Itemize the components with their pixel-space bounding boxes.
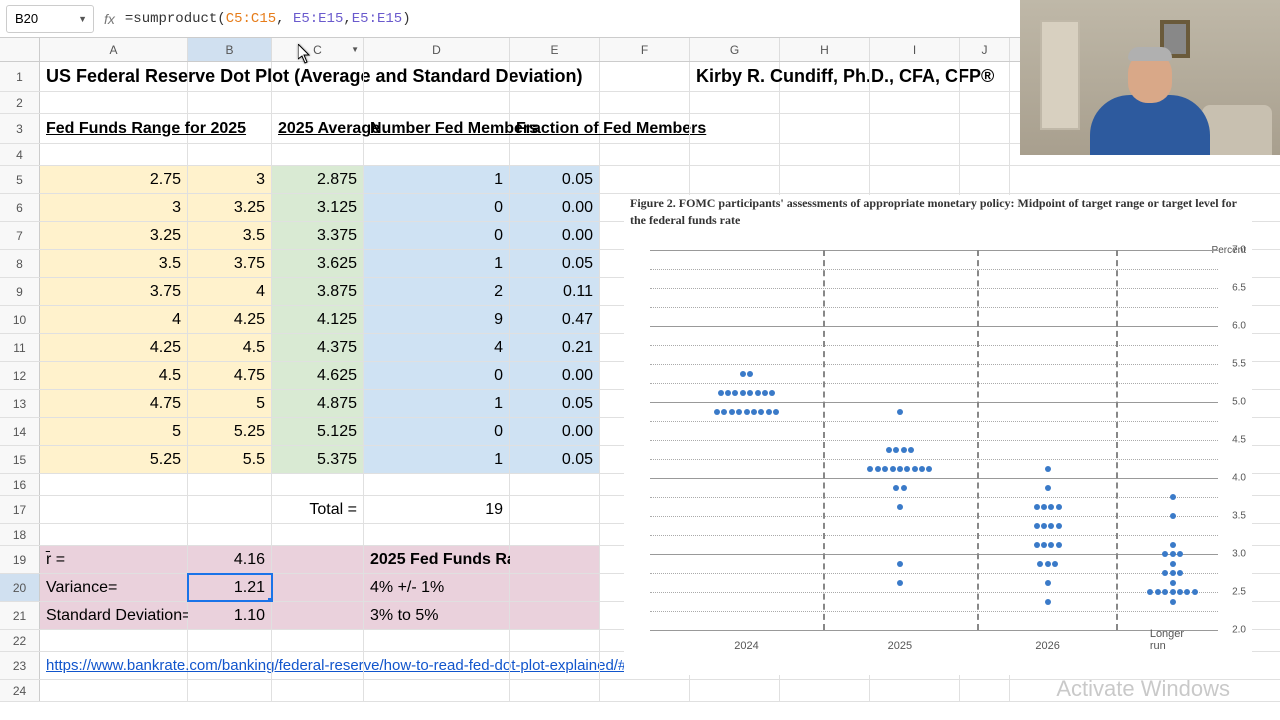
col-header-A[interactable]: A [40,38,188,61]
cell[interactable]: 5 [40,418,188,445]
col-header-D[interactable]: D [364,38,510,61]
cell[interactable]: 3.875 [272,278,364,305]
webcam-overlay [1020,0,1280,155]
cell[interactable]: 5.25 [188,418,272,445]
cell[interactable]: 3.5 [188,222,272,249]
cell[interactable]: 4.125 [272,306,364,333]
cell[interactable]: 4.5 [188,334,272,361]
cell[interactable]: 4.625 [272,362,364,389]
chevron-down-icon[interactable]: ▼ [351,38,359,62]
range-label[interactable]: 2025 Fed Funds Rate Range [364,546,510,573]
cell[interactable]: 3 [188,166,272,193]
select-all-corner[interactable] [0,38,40,61]
cell[interactable]: 0 [364,222,510,249]
cell[interactable]: 1 [364,390,510,417]
cell[interactable]: 5.25 [40,446,188,473]
cell[interactable]: 0.11 [510,278,600,305]
row-header[interactable]: 1 [0,62,40,91]
rbar-value[interactable]: 4.16 [188,546,272,573]
cell[interactable]: 1 [364,446,510,473]
col-header-J[interactable]: J [960,38,1010,61]
variance-label[interactable]: Variance= [40,574,188,601]
cell[interactable]: 9 [364,306,510,333]
cell[interactable]: 0.00 [510,418,600,445]
cell[interactable]: 0 [364,362,510,389]
cell[interactable]: 3.75 [40,278,188,305]
cell[interactable]: 0.05 [510,250,600,277]
cell-reference-box[interactable]: B20 ▼ [6,5,94,33]
cell[interactable]: 5 [188,390,272,417]
chart-title: Figure 2. FOMC participants' assessments… [624,195,1252,229]
cell[interactable]: 0.05 [510,166,600,193]
cell[interactable]: 4.25 [40,334,188,361]
cell[interactable]: 3.625 [272,250,364,277]
cell[interactable]: 0.47 [510,306,600,333]
total-value[interactable]: 19 [364,496,510,523]
cell[interactable]: 4 [364,334,510,361]
cell[interactable]: 3.25 [40,222,188,249]
cell-reference: B20 [15,11,38,26]
rbar-label[interactable]: r̄ = [40,546,188,573]
col-header-F[interactable]: F [600,38,690,61]
cell[interactable]: 4 [188,278,272,305]
cell[interactable]: 3 [40,194,188,221]
header-members[interactable]: Number Fed Members [364,114,510,143]
cell[interactable]: 4.5 [40,362,188,389]
cell[interactable]: 2 [364,278,510,305]
fomc-dot-plot-chart: Figure 2. FOMC participants' assessments… [624,195,1252,675]
cell[interactable]: 3.375 [272,222,364,249]
cell[interactable]: 3.125 [272,194,364,221]
cell[interactable]: 2.75 [40,166,188,193]
cell[interactable]: 5.125 [272,418,364,445]
variance-range[interactable]: 4% +/- 1% [364,574,510,601]
col-header-B[interactable]: B [188,38,272,61]
header-range[interactable]: Fed Funds Range for 2025 [40,114,188,143]
cell[interactable]: 3.25 [188,194,272,221]
col-header-I[interactable]: I [870,38,960,61]
table-row: 52.7532.87510.05 [0,166,1280,194]
col-header-E[interactable]: E [510,38,600,61]
col-header-C[interactable]: C▼ [272,38,364,61]
cell[interactable]: 0.21 [510,334,600,361]
cell[interactable]: 4.25 [188,306,272,333]
mouse-cursor-icon [298,44,312,64]
cell[interactable]: 0.00 [510,222,600,249]
cell-author[interactable]: Kirby R. Cundiff, Ph.D., CFA, CFP® [690,62,780,91]
cell-title[interactable]: US Federal Reserve Dot Plot (Average and… [40,62,188,91]
col-header-H[interactable]: H [780,38,870,61]
cell[interactable]: 3.5 [40,250,188,277]
cell[interactable]: 2.875 [272,166,364,193]
header-fraction[interactable]: Fraction of Fed Members [510,114,600,143]
link-cell[interactable]: https://www.bankrate.com/banking/federal… [40,652,188,679]
col-header-G[interactable]: G [690,38,780,61]
cell[interactable]: 0.00 [510,362,600,389]
cell[interactable]: 5.375 [272,446,364,473]
cell[interactable]: 4 [40,306,188,333]
total-label[interactable]: Total = [272,496,364,523]
cell[interactable]: 3.75 [188,250,272,277]
cell[interactable]: 1 [364,250,510,277]
cell[interactable]: 4.875 [272,390,364,417]
header-average[interactable]: 2025 Average [272,114,364,143]
sd-label[interactable]: Standard Deviation= [40,602,188,629]
cell[interactable]: 4.75 [188,362,272,389]
cell[interactable]: 4.75 [40,390,188,417]
cell[interactable]: 0.05 [510,390,600,417]
cell[interactable]: 4.375 [272,334,364,361]
cell[interactable]: 5.5 [188,446,272,473]
cell[interactable]: 0 [364,194,510,221]
cell[interactable]: 0 [364,418,510,445]
cell[interactable]: 0.05 [510,446,600,473]
sd-value[interactable]: 1.10 [188,602,272,629]
fx-label: fx [104,11,115,27]
chevron-down-icon[interactable]: ▼ [78,14,87,24]
cell[interactable]: 0.00 [510,194,600,221]
sd-range[interactable]: 3% to 5% [364,602,510,629]
watermark: Activate Windows [1056,676,1230,702]
variance-value[interactable]: 1.21 [188,574,272,601]
cell[interactable]: 1 [364,166,510,193]
